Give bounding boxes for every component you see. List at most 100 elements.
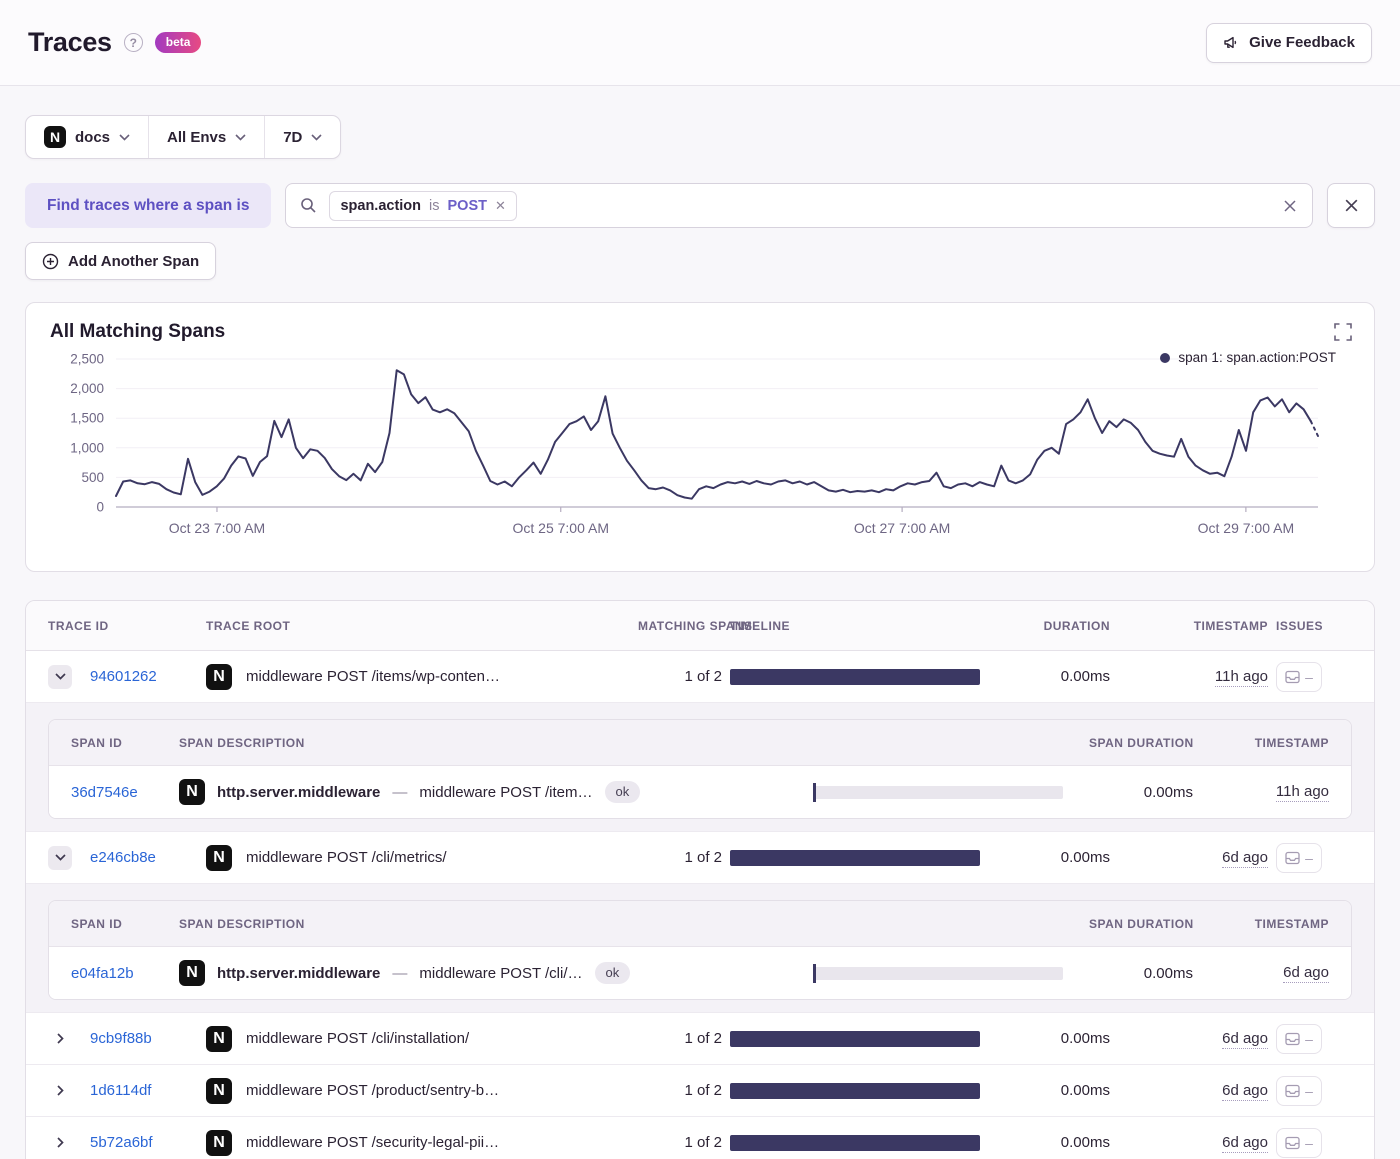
- trace-id-link[interactable]: 9cb9f88b: [90, 1030, 152, 1047]
- spans-subtable-header: Span ID Span Description Span Duration T…: [49, 901, 1351, 947]
- chevron-right-icon: [56, 1137, 64, 1148]
- span-query-row: Find traces where a span is span.action …: [25, 183, 1375, 228]
- matching-spans-value: 1 of 2: [684, 668, 722, 685]
- nextjs-icon: N: [206, 844, 232, 871]
- trace-timeline-bar: [730, 849, 980, 866]
- issues-button[interactable]: –: [1276, 1127, 1322, 1158]
- span-timestamp-value[interactable]: 11h ago: [1275, 783, 1329, 802]
- span-row: 36d7546e N http.server.middleware — midd…: [49, 766, 1351, 818]
- span-op-label: http.server.middleware: [217, 783, 381, 801]
- issues-icon: [1285, 670, 1300, 683]
- issues-dash: –: [1305, 1030, 1313, 1047]
- matching-spans-value: 1 of 2: [684, 1030, 722, 1047]
- issues-icon: [1285, 1032, 1300, 1045]
- trace-id-link[interactable]: 5b72a6bf: [90, 1134, 153, 1151]
- help-icon[interactable]: ?: [123, 33, 143, 52]
- add-another-span-button[interactable]: Add Another Span: [25, 242, 217, 280]
- duration-value: 0.00ms: [1060, 849, 1110, 866]
- issues-dash: –: [1305, 1082, 1313, 1099]
- span-timestamp-value[interactable]: 6d ago: [1283, 964, 1329, 983]
- table-row: 94601262 N middleware POST /items/wp-con…: [26, 651, 1374, 703]
- table-row: 5b72a6bf N middleware POST /security-leg…: [26, 1117, 1374, 1159]
- timestamp-value[interactable]: 6d ago: [1222, 1133, 1268, 1153]
- table-row: 9cb9f88b N middleware POST /cli/installa…: [26, 1013, 1374, 1065]
- column-matching-spans: Matching Spans: [638, 618, 753, 633]
- project-selector[interactable]: N docs: [26, 116, 148, 158]
- span-id-link[interactable]: 36d7546e: [71, 783, 138, 801]
- span-timeline-tick: [813, 782, 816, 802]
- column-span-description: Span Description: [179, 916, 305, 931]
- timestamp-value[interactable]: 11h ago: [1214, 667, 1268, 687]
- beta-badge: beta: [154, 32, 202, 53]
- span-timeline-bar: [813, 963, 1063, 983]
- issues-button[interactable]: –: [1276, 1023, 1322, 1054]
- svg-text:1,000: 1,000: [70, 440, 104, 455]
- collapse-row-button[interactable]: [48, 845, 72, 870]
- expand-row-button[interactable]: [48, 1027, 72, 1051]
- trace-timeline-bar: [730, 1082, 980, 1099]
- svg-text:Oct 25 7:00 AM: Oct 25 7:00 AM: [512, 520, 609, 536]
- trace-root-label: middleware POST /product/sentry-b…: [246, 1082, 500, 1099]
- span-op-label: http.server.middleware: [217, 964, 381, 982]
- span-id-link[interactable]: e04fa12b: [71, 964, 134, 982]
- svg-text:0: 0: [96, 500, 104, 515]
- environment-selector[interactable]: All Envs: [148, 116, 264, 158]
- trace-id-link[interactable]: e246cb8e: [90, 849, 156, 866]
- column-timeline: Timeline: [730, 618, 790, 633]
- spans-subtable: Span ID Span Description Span Duration T…: [48, 719, 1352, 819]
- trace-id-link[interactable]: 1d6114df: [90, 1082, 152, 1099]
- span-search-input[interactable]: span.action is POST ✕: [285, 183, 1313, 228]
- timestamp-value[interactable]: 6d ago: [1222, 848, 1268, 868]
- issues-button[interactable]: –: [1276, 842, 1322, 873]
- give-feedback-button[interactable]: Give Feedback: [1206, 22, 1372, 63]
- issues-dash: –: [1305, 668, 1313, 685]
- remove-token-icon[interactable]: ✕: [495, 197, 506, 213]
- span-query-label: Find traces where a span is: [25, 183, 272, 228]
- table-row: e246cb8e N middleware POST /cli/metrics/…: [26, 832, 1374, 884]
- column-issues: Issues: [1276, 618, 1324, 633]
- column-span-duration: Span Duration: [1089, 735, 1194, 750]
- duration-value: 0.00ms: [1060, 1030, 1110, 1047]
- spans-subtable-header: Span ID Span Description Span Duration T…: [49, 720, 1351, 766]
- all-matching-spans-panel: All Matching Spans span 1: span.action:P…: [25, 302, 1375, 572]
- span-timeline-bar: [813, 782, 1063, 802]
- column-timestamp: Timestamp: [1193, 618, 1268, 633]
- chart-legend[interactable]: span 1: span.action:POST: [1160, 350, 1336, 365]
- svg-text:2,500: 2,500: [70, 352, 104, 367]
- column-trace-id: Trace ID: [48, 618, 109, 633]
- trace-id-link[interactable]: 94601262: [90, 668, 157, 685]
- timestamp-value[interactable]: 6d ago: [1222, 1081, 1268, 1101]
- expanded-spans-section: Span ID Span Description Span Duration T…: [26, 884, 1374, 1013]
- expand-row-button[interactable]: [48, 1079, 72, 1103]
- svg-text:500: 500: [81, 470, 104, 485]
- remove-span-query-button[interactable]: [1327, 183, 1375, 228]
- span-description-label: middleware POST /cli/…: [419, 964, 583, 982]
- chevron-right-icon: [56, 1085, 64, 1096]
- svg-text:Oct 27 7:00 AM: Oct 27 7:00 AM: [854, 520, 951, 536]
- issues-icon: [1285, 1084, 1300, 1097]
- matching-spans-value: 1 of 2: [684, 849, 722, 866]
- fullscreen-icon[interactable]: [1334, 323, 1352, 346]
- issues-button[interactable]: –: [1276, 661, 1322, 692]
- filter-token-span-action[interactable]: span.action is POST ✕: [329, 190, 517, 221]
- nextjs-icon: N: [179, 960, 205, 986]
- duration-value: 0.00ms: [1060, 668, 1110, 685]
- issues-icon: [1285, 1136, 1300, 1149]
- timestamp-value[interactable]: 6d ago: [1222, 1029, 1268, 1049]
- duration-value: 0.00ms: [1060, 1082, 1110, 1099]
- issues-button[interactable]: –: [1276, 1075, 1322, 1106]
- trace-timeline-bar: [730, 1030, 980, 1047]
- span-description-label: middleware POST /item…: [419, 783, 593, 801]
- expand-row-button[interactable]: [48, 1131, 72, 1155]
- trace-timeline-bar: [730, 668, 980, 685]
- spans-subtable: Span ID Span Description Span Duration T…: [48, 900, 1352, 1000]
- nextjs-icon: N: [206, 663, 232, 690]
- column-span-id: Span ID: [71, 916, 123, 931]
- table-header-row: Trace ID Trace Root Matching Spans Timel…: [26, 601, 1374, 651]
- collapse-row-button[interactable]: [48, 664, 72, 689]
- date-range-selector[interactable]: 7D: [264, 116, 340, 158]
- clear-search-icon[interactable]: [1282, 198, 1298, 214]
- traces-table: Trace ID Trace Root Matching Spans Timel…: [25, 600, 1375, 1159]
- span-timeline-tick: [813, 963, 816, 983]
- chevron-right-icon: [56, 1033, 64, 1044]
